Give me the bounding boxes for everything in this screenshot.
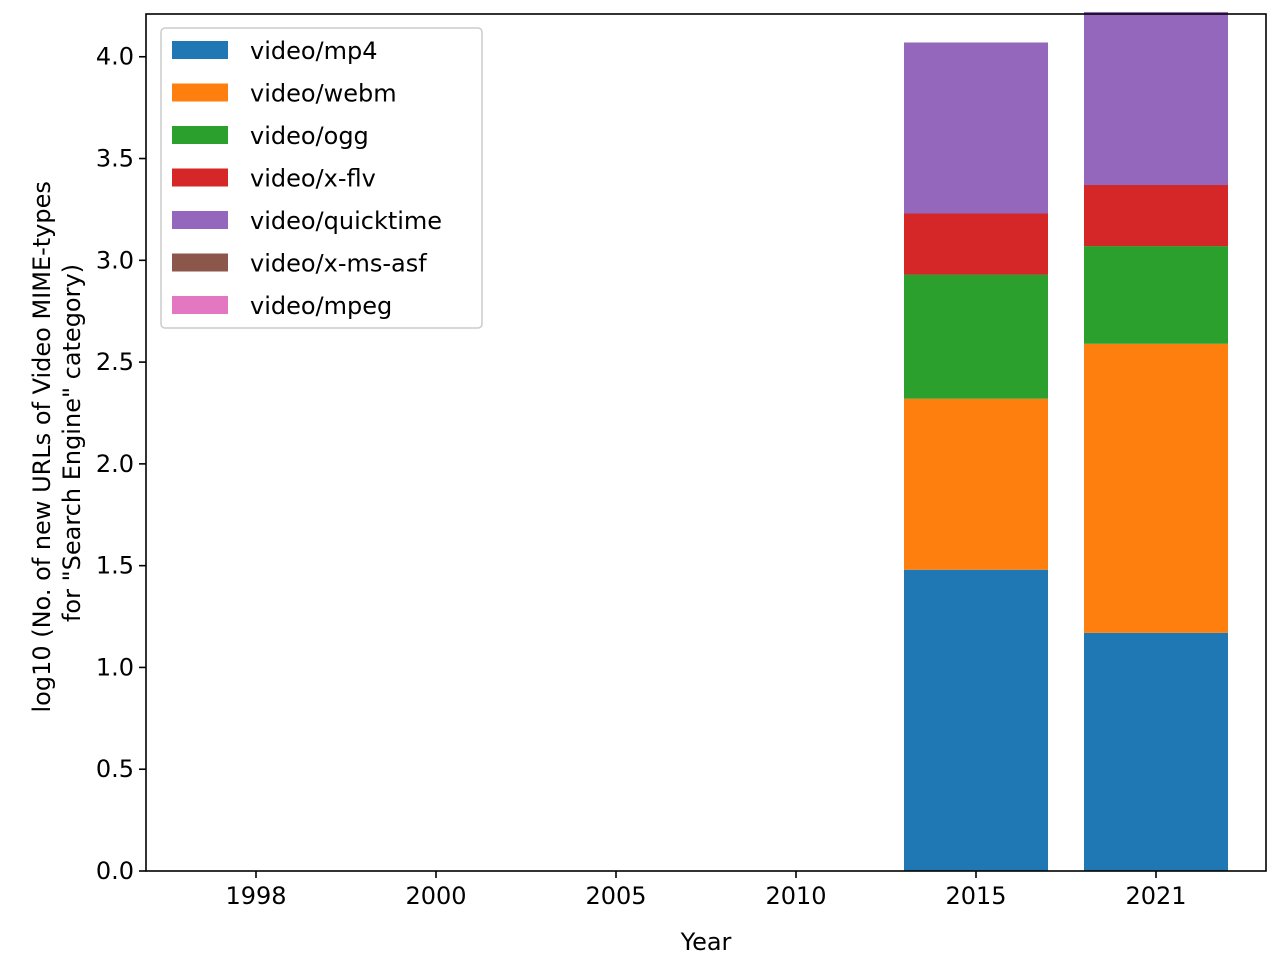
bar-segment — [904, 569, 1048, 871]
legend-entry-label: video/quicktime — [250, 207, 442, 235]
legend-entry-label: video/mpeg — [250, 292, 392, 320]
axes-layer: 1998 2000 2005 2010 2015 2021 0.0 0.5 1.0 1.5 2.0 2… — [96, 13, 1267, 910]
y-tick-label: 0.5 — [96, 755, 134, 783]
legend-swatch — [172, 41, 228, 59]
y-tick-label: 4.0 — [96, 43, 134, 71]
y-axis-label-line-2: for "Search Engine" category) — [58, 264, 86, 622]
y-tick-label: 2.0 — [96, 450, 134, 478]
y-tick-label: 3.5 — [96, 145, 134, 173]
legend-entry-label: video/x-ms-asf — [250, 250, 427, 278]
legend: video/mp4 video/webm video/ogg video/x-flv v… — [160, 27, 483, 329]
x-tick-label: 2021 — [1125, 882, 1186, 910]
y-axis-label-line-1: log10 (No. of new URLs of Video MIME-typ… — [28, 181, 56, 712]
bar-segment — [904, 213, 1048, 275]
x-tick-label: 1998 — [225, 882, 286, 910]
legend-entry-label: video/mp4 — [250, 37, 378, 65]
bar-segment — [1084, 184, 1228, 247]
plot-frame — [145, 13, 1267, 872]
legend-swatch — [172, 253, 228, 272]
bar-segment — [1084, 343, 1228, 633]
bar-segment — [904, 42, 1048, 214]
x-axis-label: Year — [680, 928, 732, 956]
bar-segment — [1084, 11, 1228, 185]
legend-swatch — [172, 126, 228, 144]
x-tick-label: 2015 — [945, 882, 1006, 910]
legend-swatch — [172, 211, 228, 229]
x-tick-label: 2005 — [585, 882, 646, 910]
bar-segment — [1084, 246, 1228, 344]
legend-entry-label: video/x-flv — [250, 165, 376, 193]
legend-swatch — [172, 83, 228, 102]
x-tick-label: 2000 — [405, 882, 466, 910]
bar-segment — [904, 398, 1048, 570]
bar-segment — [1084, 632, 1228, 871]
y-tick-label: 1.0 — [96, 653, 134, 681]
bar-segment — [904, 274, 1048, 399]
bars-layer — [904, 11, 1228, 871]
y-tick-label: 3.0 — [96, 246, 134, 274]
legend-swatch — [172, 168, 228, 187]
y-tick-label: 1.5 — [96, 552, 134, 580]
y-axis-label: log10 (No. of new URLs of Video MIME-typ… — [28, 173, 86, 712]
x-tick-label: 2010 — [765, 882, 826, 910]
y-tick-label: 2.5 — [96, 348, 134, 376]
y-tick-label: 0.0 — [96, 857, 134, 885]
legend-entry-label: video/ogg — [250, 122, 369, 150]
legend-entry-label: video/webm — [250, 80, 397, 108]
legend-swatch — [172, 296, 228, 314]
legend-box — [160, 27, 483, 329]
